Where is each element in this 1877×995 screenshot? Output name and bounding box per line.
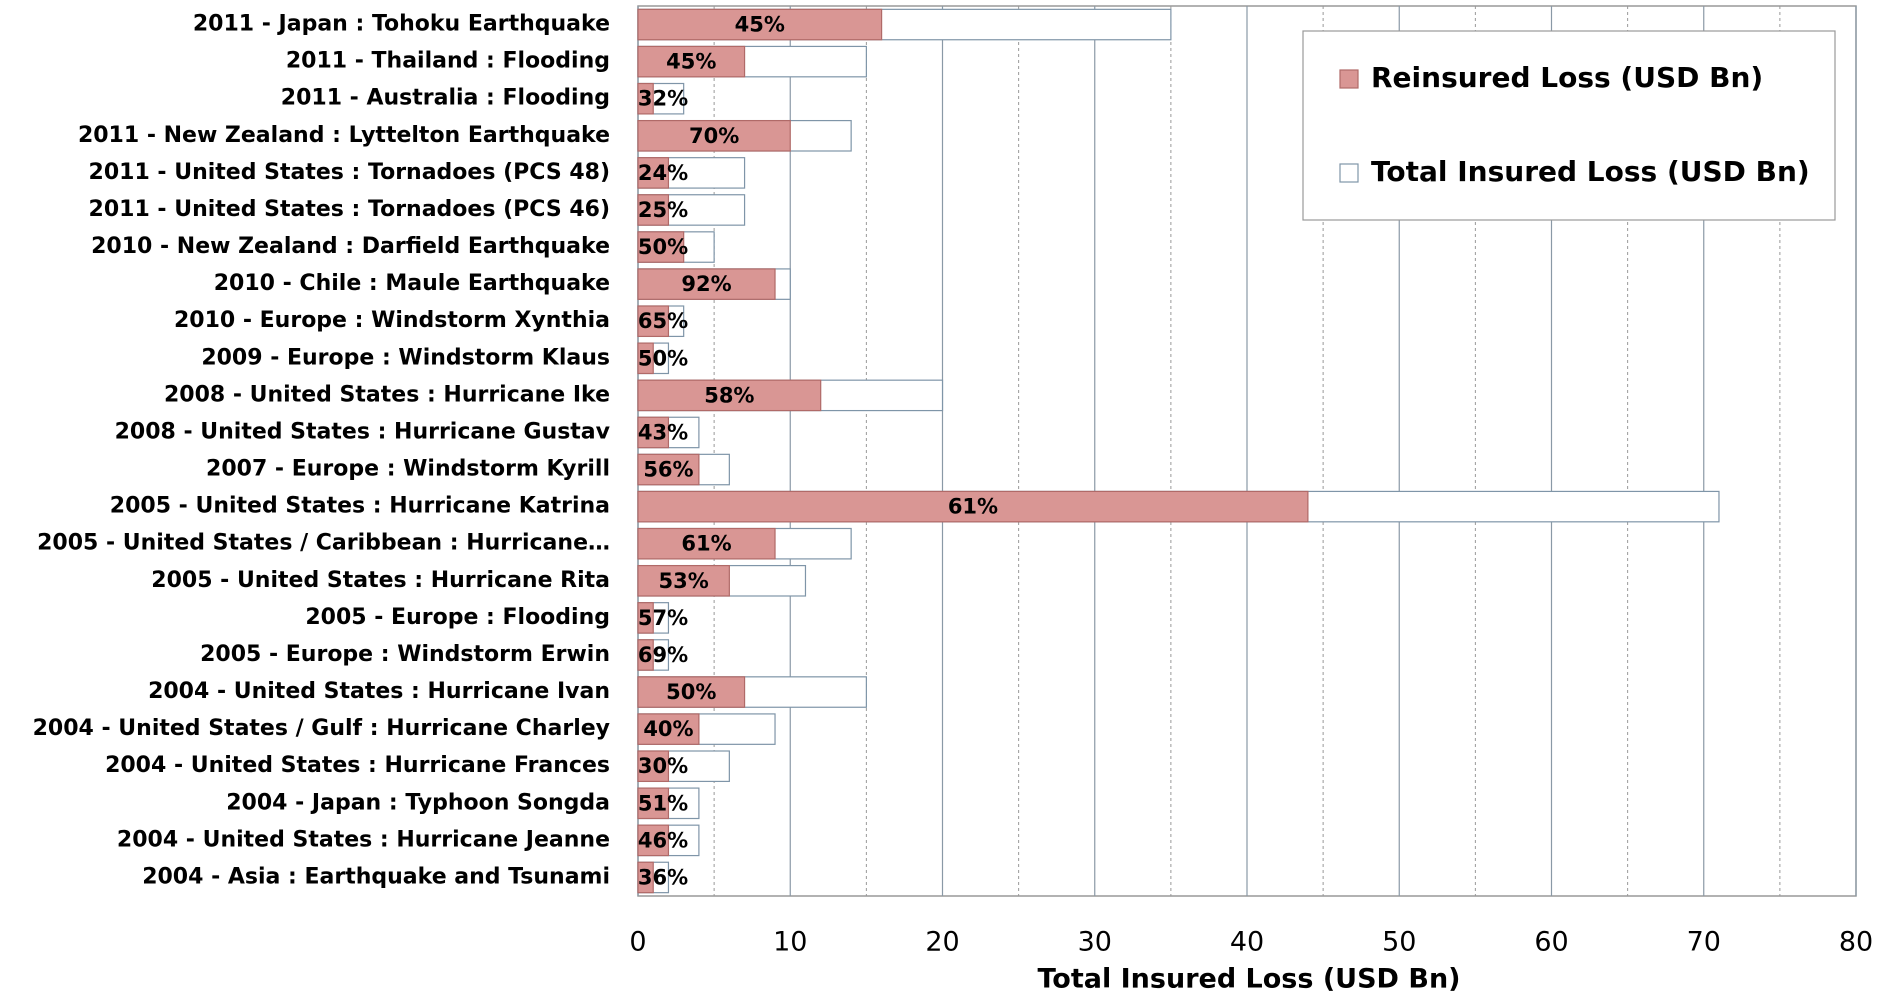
data-label: 43%: [638, 420, 688, 444]
bar: [637, 602, 654, 634]
data-label: 40%: [643, 717, 693, 741]
y-tick-label: 2011 - Australia : Flooding: [281, 86, 610, 111]
bar: [637, 379, 822, 412]
data-label: 92%: [681, 272, 731, 296]
data-label: 36%: [638, 865, 688, 889]
legend-label: Reinsured Loss (USD Bn): [1371, 61, 1763, 94]
bar: [637, 157, 670, 189]
y-tick-label: 2005 - Europe : Flooding: [305, 605, 610, 630]
x-tick-label: 60: [1534, 927, 1568, 958]
bar: [637, 639, 654, 671]
data-label: 32%: [638, 87, 688, 111]
x-tick-label: 80: [1839, 927, 1873, 958]
legend-swatch: [1339, 163, 1359, 183]
y-tick-label: 2004 - United States : Hurricane Ivan: [148, 679, 610, 704]
x-tick-label: 10: [773, 927, 807, 958]
data-label: 70%: [689, 124, 739, 148]
y-tick-label: 2008 - United States : Hurricane Gustav: [115, 419, 611, 444]
bar: [637, 45, 746, 78]
x-tick-label: 20: [925, 927, 959, 958]
y-tick-label: 2011 - Thailand : Flooding: [286, 49, 610, 74]
x-tick-label: 30: [1078, 927, 1112, 958]
data-label: 57%: [638, 606, 688, 630]
y-tick-label: 2005 - United States / Caribbean : Hurri…: [37, 531, 610, 556]
bar: [637, 119, 791, 152]
data-label: 61%: [681, 532, 731, 556]
data-label: 50%: [666, 680, 716, 704]
data-label: 45%: [666, 50, 716, 74]
y-tick-label: 2004 - United States : Hurricane Frances: [105, 753, 610, 778]
bar: [637, 416, 670, 449]
data-label: 50%: [638, 235, 688, 259]
x-tick-label: 0: [629, 927, 646, 958]
data-label: 45%: [735, 13, 785, 37]
bar: [637, 564, 730, 597]
y-tick-label: 2004 - Asia : Earthquake and Tsunami: [142, 864, 610, 889]
bar: [637, 82, 654, 115]
data-label: 51%: [638, 791, 688, 815]
legend-box: [1302, 30, 1836, 221]
bar: [637, 787, 670, 820]
data-label: 58%: [704, 383, 754, 407]
x-tick-label: 70: [1687, 927, 1721, 958]
y-tick-label: 2011 - United States : Tornadoes (PCS 46…: [89, 197, 610, 222]
data-label: 61%: [948, 495, 998, 519]
y-tick-label: 2011 - United States : Tornadoes (PCS 48…: [89, 160, 610, 185]
y-tick-label: 2011 - Japan : Tohoku Earthquake: [193, 12, 610, 37]
data-label: 69%: [638, 643, 688, 667]
legend-swatch: [1339, 69, 1359, 89]
y-tick-label: 2004 - United States / Gulf : Hurricane …: [33, 716, 610, 741]
bar: [637, 713, 700, 745]
y-tick-label: 2010 - New Zealand : Darfield Earthquake: [91, 234, 610, 259]
data-label: 30%: [638, 754, 688, 778]
bar: [637, 676, 746, 708]
data-label: 50%: [638, 346, 688, 370]
bar: [637, 194, 670, 226]
y-tick-label: 2007 - Europe : Windstorm Kyrill: [206, 457, 610, 482]
bar: [637, 861, 654, 894]
bar: [637, 490, 1309, 523]
data-label: 53%: [659, 569, 709, 593]
y-tick-label: 2010 - Europe : Windstorm Xynthia: [174, 308, 610, 333]
y-tick-label: 2010 - Chile : Maule Earthquake: [214, 271, 610, 296]
y-tick-label: 2011 - New Zealand : Lyttelton Earthquak…: [78, 123, 610, 148]
bar: [637, 342, 654, 375]
x-tick-label: 50: [1382, 927, 1416, 958]
x-axis-title: Total Insured Loss (USD Bn): [1037, 964, 1460, 995]
y-tick-label: 2005 - United States : Hurricane Rita: [151, 568, 610, 593]
x-tick-label: 40: [1230, 927, 1264, 958]
bar: [637, 750, 670, 783]
data-label: 46%: [638, 828, 688, 852]
y-tick-label: 2004 - United States : Hurricane Jeanne: [117, 827, 610, 852]
legend-label: Total Insured Loss (USD Bn): [1371, 155, 1810, 188]
data-label: 25%: [638, 198, 688, 222]
bar: [637, 824, 670, 857]
bar: [637, 527, 776, 560]
bar: [637, 268, 776, 300]
y-tick-label: 2005 - United States : Hurricane Katrina: [110, 494, 610, 519]
y-tick-label: 2005 - Europe : Windstorm Erwin: [200, 642, 610, 667]
bar: [637, 305, 670, 338]
y-tick-label: 2004 - Japan : Typhoon Songda: [226, 790, 610, 815]
bar: [637, 231, 685, 263]
data-label: 24%: [638, 161, 688, 185]
y-tick-label: 2009 - Europe : Windstorm Klaus: [201, 345, 610, 370]
bar: [637, 8, 883, 41]
data-label: 65%: [638, 309, 688, 333]
data-label: 56%: [643, 458, 693, 482]
bar: [637, 453, 700, 486]
y-tick-label: 2008 - United States : Hurricane Ike: [164, 382, 610, 407]
